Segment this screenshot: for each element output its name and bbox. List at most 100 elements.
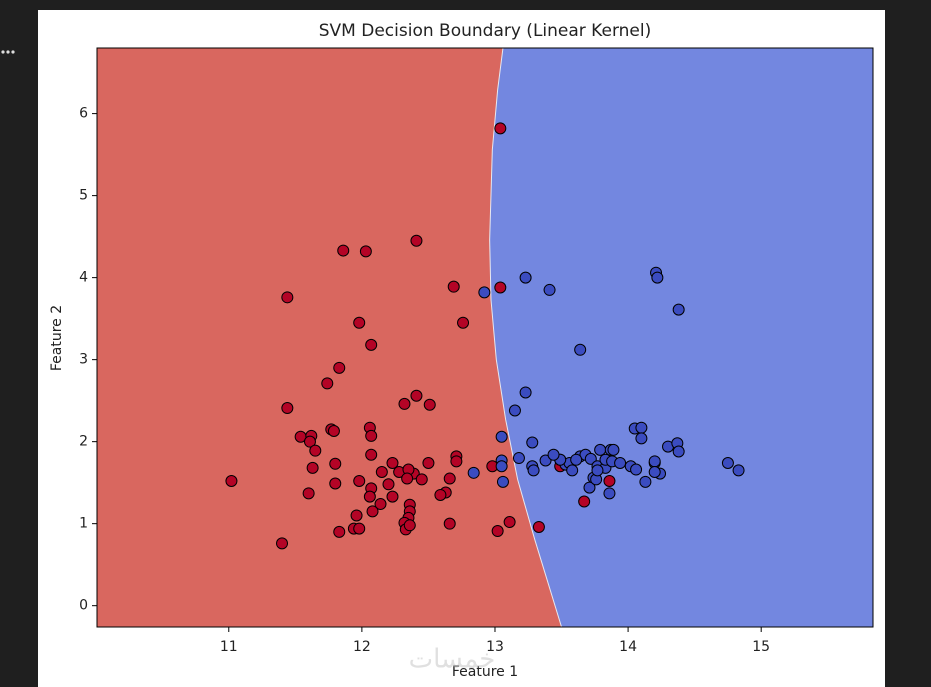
- y-tick-label: 1: [79, 516, 88, 532]
- point: [496, 475, 509, 488]
- point: [495, 430, 508, 443]
- point: [403, 519, 416, 532]
- point: [648, 455, 661, 468]
- point: [543, 283, 556, 296]
- point: [333, 361, 346, 374]
- point: [327, 424, 340, 437]
- point: [350, 509, 363, 522]
- point: [337, 244, 350, 257]
- point: [651, 271, 664, 284]
- point: [333, 525, 346, 538]
- x-tick-label: 13: [486, 639, 504, 655]
- point: [603, 475, 616, 488]
- point: [539, 454, 552, 467]
- y-tick-label: 6: [79, 106, 88, 122]
- point: [363, 490, 376, 503]
- y-tick-label: 0: [79, 598, 88, 614]
- point: [494, 281, 507, 294]
- region-right: [489, 48, 873, 627]
- point: [566, 464, 579, 477]
- point: [527, 464, 540, 477]
- y-tick-label: 4: [79, 270, 88, 286]
- point: [410, 234, 423, 247]
- watermark: خمسات: [409, 645, 496, 675]
- point: [281, 402, 294, 415]
- point: [374, 497, 387, 510]
- y-tick-label: 3: [79, 352, 88, 368]
- point: [526, 436, 539, 449]
- menu-dots[interactable]: [1, 50, 15, 54]
- point: [457, 316, 470, 329]
- axes-frame: [96, 47, 874, 628]
- point: [353, 475, 366, 488]
- point: [532, 520, 545, 533]
- point: [478, 286, 491, 299]
- point: [630, 463, 643, 476]
- point: [574, 343, 587, 356]
- point: [386, 456, 399, 469]
- point: [359, 245, 372, 258]
- point: [365, 429, 378, 442]
- y-tick-label: 2: [79, 434, 88, 450]
- point: [447, 280, 460, 293]
- point: [422, 456, 435, 469]
- point: [225, 475, 238, 488]
- point: [415, 473, 428, 486]
- point: [578, 495, 591, 508]
- point: [648, 465, 661, 478]
- point: [443, 472, 456, 485]
- point: [434, 488, 447, 501]
- point: [519, 386, 532, 399]
- point: [614, 456, 627, 469]
- point: [365, 338, 378, 351]
- x-tick-label: 12: [353, 639, 371, 655]
- point: [309, 444, 322, 457]
- y-tick-label: 5: [79, 188, 88, 204]
- point: [639, 475, 652, 488]
- point: [450, 455, 463, 468]
- x-tick-label: 14: [619, 639, 637, 655]
- y-axis-label: Feature 2: [49, 305, 65, 371]
- dot: [6, 50, 10, 54]
- point: [584, 452, 597, 465]
- point: [353, 522, 366, 535]
- point: [519, 271, 532, 284]
- point: [591, 464, 604, 477]
- point: [570, 453, 583, 466]
- point: [547, 448, 560, 461]
- point: [276, 537, 289, 550]
- point: [583, 481, 596, 494]
- point: [503, 516, 516, 529]
- point: [329, 457, 342, 470]
- point: [386, 490, 399, 503]
- dot: [1, 50, 5, 54]
- point: [306, 461, 319, 474]
- point: [443, 517, 456, 530]
- point: [732, 464, 745, 477]
- point: [375, 465, 388, 478]
- x-tick-label: 15: [752, 639, 770, 655]
- point: [321, 377, 334, 390]
- point: [672, 445, 685, 458]
- point: [410, 389, 423, 402]
- x-axis-label: Feature 1: [452, 664, 518, 680]
- point: [672, 303, 685, 316]
- point: [721, 456, 734, 469]
- point: [635, 421, 648, 434]
- dot: [11, 50, 15, 54]
- decision-boundary: [489, 47, 563, 628]
- point: [467, 466, 480, 479]
- point: [398, 397, 411, 410]
- point: [366, 505, 379, 518]
- point: [423, 398, 436, 411]
- point: [635, 432, 648, 445]
- point: [607, 443, 620, 456]
- point: [401, 472, 414, 485]
- point: [365, 448, 378, 461]
- x-tick-label: 11: [220, 639, 238, 655]
- point: [508, 404, 521, 417]
- point: [281, 291, 294, 304]
